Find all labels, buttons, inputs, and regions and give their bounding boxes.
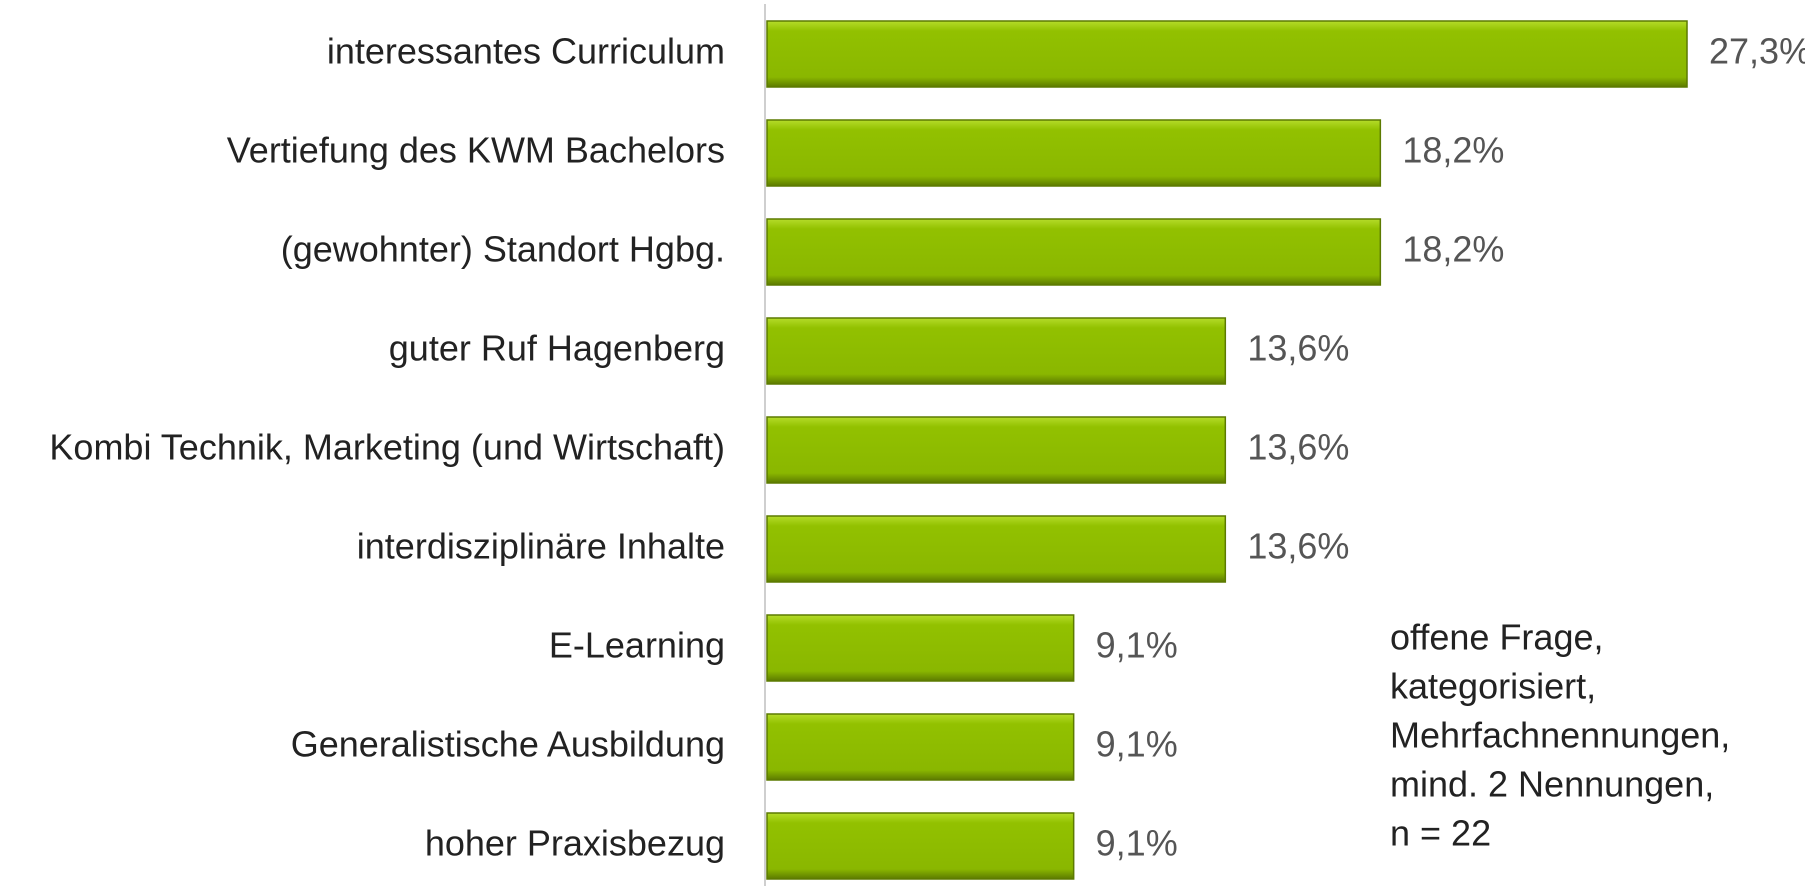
annotation: n = 22 [1390, 813, 1491, 854]
bar [766, 20, 1688, 88]
value-label: 27,3% [1709, 31, 1805, 72]
bar [766, 614, 1075, 682]
value-label: 9,1% [1096, 823, 1178, 864]
annotation: Mehrfachnennungen, [1390, 715, 1730, 756]
category-label: hoher Praxisbezug [425, 823, 725, 864]
bar [766, 218, 1382, 286]
category-label: Vertiefung des KWM Bachelors [227, 130, 725, 171]
value-label: 9,1% [1096, 724, 1178, 765]
value-label: 9,1% [1096, 625, 1178, 666]
category-label: Kombi Technik, Marketing (und Wirtschaft… [49, 427, 725, 468]
bar [766, 515, 1227, 583]
annotation: offene Frage, [1390, 617, 1604, 658]
value-label: 18,2% [1402, 229, 1504, 270]
annotation: mind. 2 Nennungen, [1390, 764, 1714, 805]
value-label: 13,6% [1247, 526, 1349, 567]
category-label: E-Learning [549, 625, 725, 666]
category-label: Generalistische Ausbildung [291, 724, 725, 765]
value-label: 18,2% [1402, 130, 1504, 171]
bar [766, 317, 1227, 385]
category-label: (gewohnter) Standort Hgbg. [281, 229, 725, 270]
bar [766, 812, 1075, 880]
value-label: 13,6% [1247, 427, 1349, 468]
value-label: 13,6% [1247, 328, 1349, 369]
bar [766, 119, 1382, 187]
category-label: interdisziplinäre Inhalte [357, 526, 725, 567]
category-label: interessantes Curriculum [327, 31, 725, 72]
bar [766, 416, 1227, 484]
bar [766, 713, 1075, 781]
annotation: kategorisiert, [1390, 666, 1596, 707]
category-label: guter Ruf Hagenberg [389, 328, 725, 369]
